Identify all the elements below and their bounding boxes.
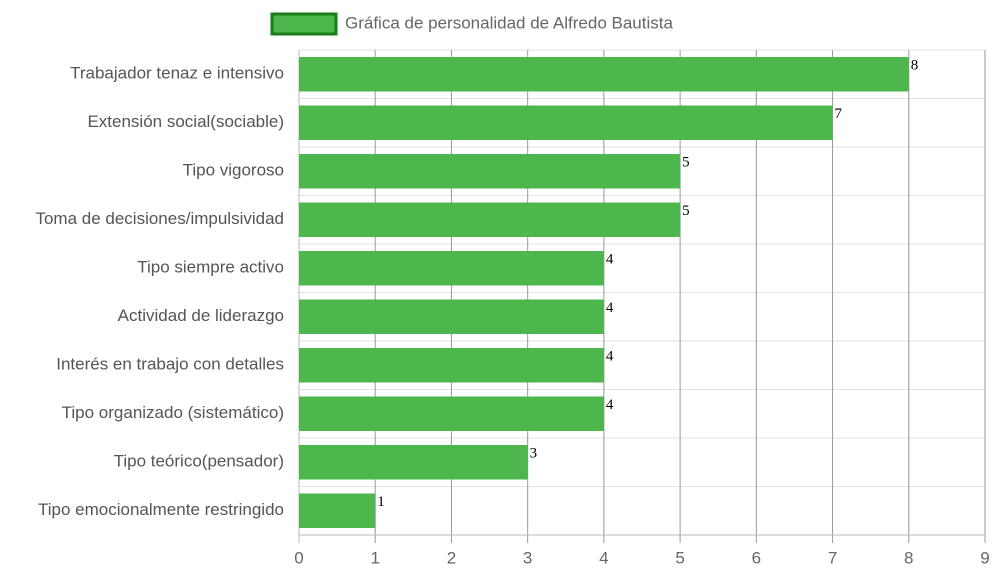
y-tick-label: Interés en trabajo con detalles bbox=[56, 355, 284, 374]
x-tick-label: 4 bbox=[599, 548, 608, 567]
value-label: 4 bbox=[606, 397, 614, 413]
bar bbox=[299, 105, 833, 140]
value-label: 8 bbox=[911, 57, 919, 73]
bar bbox=[299, 348, 604, 383]
bar bbox=[299, 445, 528, 480]
y-tick-label: Tipo emocionalmente restringido bbox=[38, 500, 284, 519]
y-tick-label: Trabajador tenaz e intensivo bbox=[70, 64, 284, 83]
x-tick-label: 0 bbox=[294, 548, 303, 567]
y-tick-label: Tipo vigoroso bbox=[183, 161, 284, 180]
bar bbox=[299, 202, 681, 237]
y-tick-label: Extensión social(sociable) bbox=[87, 112, 284, 131]
value-label: 4 bbox=[606, 348, 614, 364]
x-tick-label: 5 bbox=[675, 548, 684, 567]
value-label: 5 bbox=[682, 203, 690, 219]
bar bbox=[299, 154, 681, 189]
y-tick-label: Actividad de liderazgo bbox=[118, 306, 284, 325]
x-tick-label: 6 bbox=[752, 548, 761, 567]
legend-label: Gráfica de personalidad de Alfredo Bauti… bbox=[345, 13, 673, 32]
value-label: 5 bbox=[682, 154, 690, 170]
y-tick-label: Tipo organizado (sistemático) bbox=[62, 403, 284, 422]
x-tick-label: 9 bbox=[980, 548, 989, 567]
value-label: 7 bbox=[835, 106, 843, 122]
x-tick-label: 8 bbox=[904, 548, 913, 567]
value-label: 4 bbox=[606, 300, 614, 316]
bar bbox=[299, 396, 604, 431]
x-tick-label: 1 bbox=[370, 548, 379, 567]
y-tick-label: Tipo teórico(pensador) bbox=[114, 452, 284, 471]
y-tick-label: Tipo siempre activo bbox=[137, 258, 284, 277]
bar bbox=[299, 251, 604, 286]
bar bbox=[299, 299, 604, 334]
legend-swatch bbox=[270, 12, 338, 36]
y-tick-label: Toma de decisiones/impulsividad bbox=[35, 209, 284, 228]
x-tick-label: 7 bbox=[828, 548, 837, 567]
value-label: 3 bbox=[530, 445, 538, 461]
value-label: 4 bbox=[606, 251, 614, 267]
bar bbox=[299, 57, 909, 92]
value-label: 1 bbox=[377, 494, 385, 510]
bar bbox=[299, 493, 376, 528]
x-tick-label: 3 bbox=[523, 548, 532, 567]
x-tick-label: 2 bbox=[447, 548, 456, 567]
